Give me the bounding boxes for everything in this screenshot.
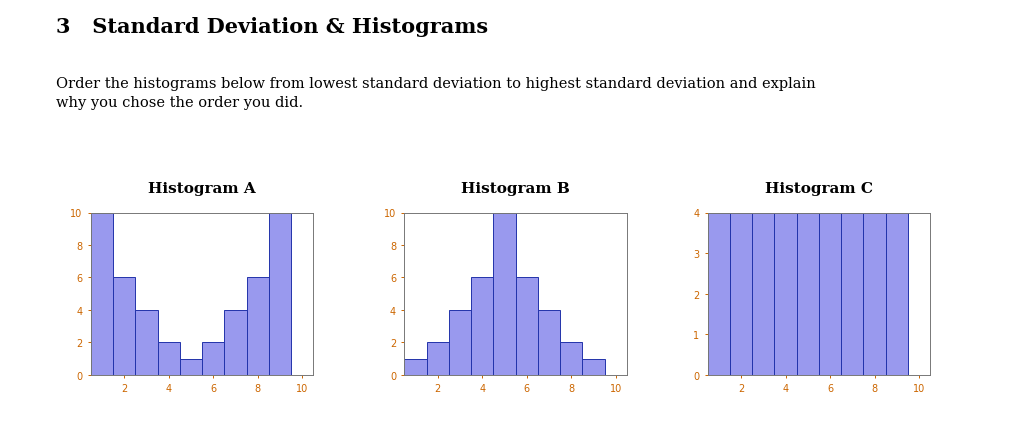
Text: Order the histograms below from lowest standard deviation to highest standard de: Order the histograms below from lowest s… (56, 77, 815, 110)
Bar (224, 310, 247, 375)
Bar (582, 359, 605, 375)
Bar (708, 213, 730, 375)
Bar (449, 310, 471, 375)
Bar (135, 310, 158, 375)
Bar (471, 278, 493, 375)
Bar (863, 213, 886, 375)
Bar (516, 278, 538, 375)
Text: Histogram A: Histogram A (149, 182, 256, 196)
Bar (427, 343, 449, 375)
Bar (202, 343, 224, 375)
Text: Histogram B: Histogram B (461, 182, 570, 196)
Bar (819, 213, 841, 375)
Bar (886, 213, 908, 375)
Bar (752, 213, 774, 375)
Text: Histogram C: Histogram C (765, 182, 872, 196)
Text: 3   Standard Deviation & Histograms: 3 Standard Deviation & Histograms (56, 17, 487, 37)
Bar (730, 213, 752, 375)
Bar (560, 343, 582, 375)
Bar (404, 359, 427, 375)
Bar (180, 359, 202, 375)
Bar (247, 278, 269, 375)
Bar (493, 213, 516, 375)
Bar (91, 213, 113, 375)
Bar (269, 213, 291, 375)
Bar (538, 310, 560, 375)
Bar (158, 343, 180, 375)
Bar (774, 213, 797, 375)
Bar (797, 213, 819, 375)
Bar (113, 278, 135, 375)
Bar (841, 213, 863, 375)
